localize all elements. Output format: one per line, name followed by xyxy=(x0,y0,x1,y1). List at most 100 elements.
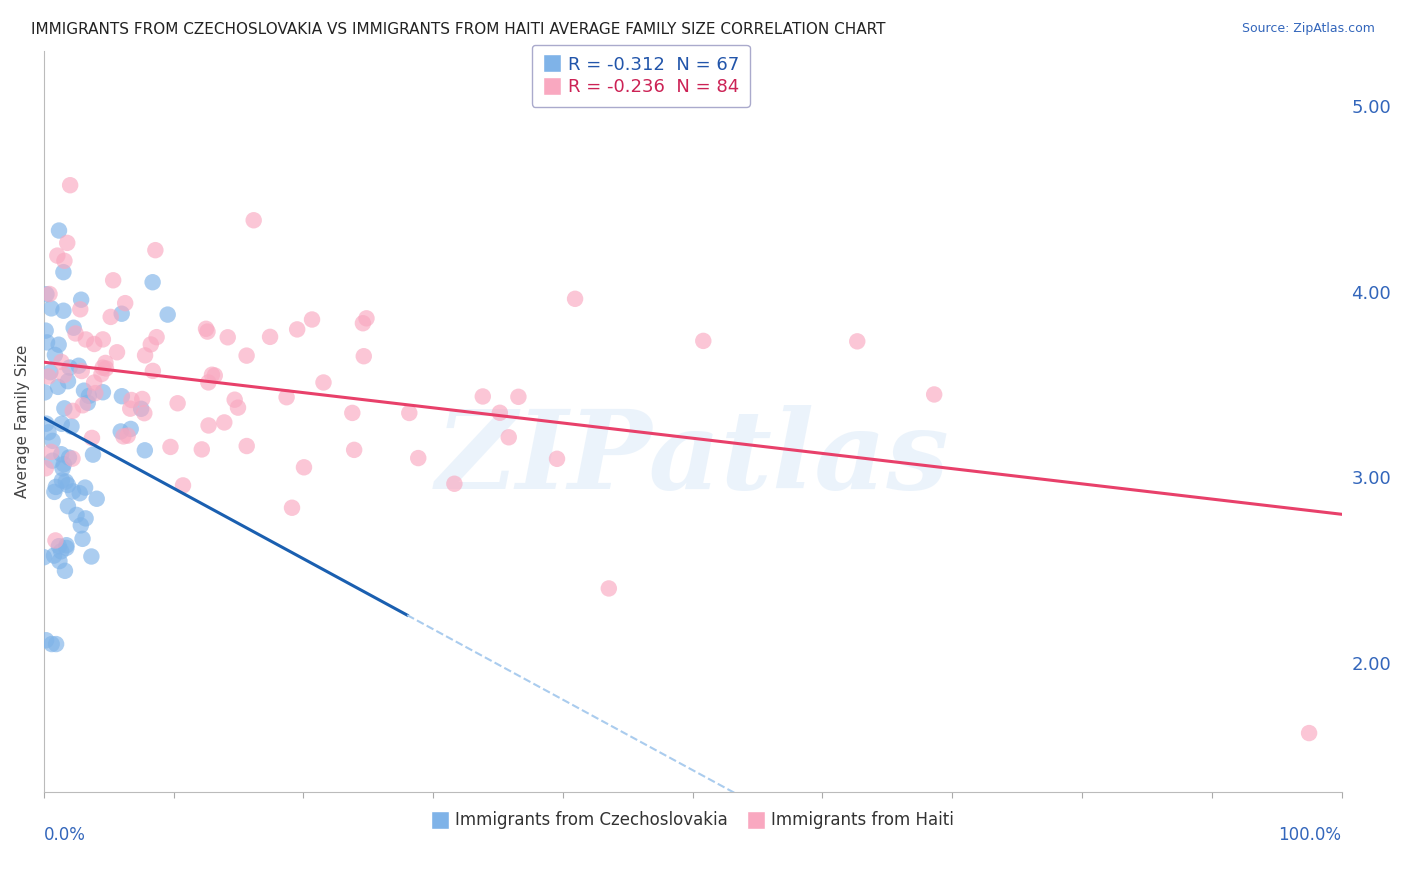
Point xyxy=(112,429,135,443)
Point xyxy=(38,287,60,301)
Point xyxy=(52,461,75,475)
Point xyxy=(204,368,226,383)
Point xyxy=(69,518,91,533)
Point xyxy=(197,325,219,339)
Point xyxy=(226,401,249,415)
Point xyxy=(353,349,375,363)
Point xyxy=(352,316,374,330)
Point xyxy=(114,296,136,310)
Point xyxy=(692,334,714,348)
Point xyxy=(292,460,315,475)
Point xyxy=(143,243,166,257)
Point xyxy=(60,419,83,434)
Point xyxy=(53,368,76,382)
Point xyxy=(166,396,188,410)
Point xyxy=(488,406,510,420)
Point xyxy=(142,275,165,289)
Point xyxy=(301,312,323,326)
Point xyxy=(191,442,214,457)
Point xyxy=(159,440,181,454)
Point xyxy=(69,302,91,317)
Point xyxy=(134,348,156,362)
Point xyxy=(105,345,128,359)
Point xyxy=(70,293,93,307)
Point xyxy=(195,322,218,336)
Point xyxy=(101,273,124,287)
Point xyxy=(197,376,219,390)
Text: 0.0%: 0.0% xyxy=(44,826,86,844)
Point xyxy=(55,541,77,555)
Point xyxy=(75,511,97,525)
Y-axis label: Average Family Size: Average Family Size xyxy=(15,345,30,499)
Point xyxy=(39,445,62,459)
Point xyxy=(94,356,117,370)
Point xyxy=(51,447,73,461)
Point xyxy=(94,361,117,376)
Point xyxy=(110,425,132,439)
Point xyxy=(312,376,335,390)
Point xyxy=(55,538,77,552)
Point xyxy=(285,322,308,336)
Point xyxy=(1298,726,1320,740)
Point xyxy=(72,398,94,412)
Point xyxy=(41,434,63,448)
Point xyxy=(34,324,56,338)
Point xyxy=(41,301,63,316)
Point xyxy=(80,549,103,564)
Point xyxy=(44,484,66,499)
Point xyxy=(51,544,73,558)
Point xyxy=(111,307,134,321)
Point xyxy=(100,310,122,324)
Point xyxy=(214,416,236,430)
Point xyxy=(75,333,97,347)
Point xyxy=(83,337,105,351)
Point xyxy=(65,326,87,341)
Point xyxy=(53,564,76,578)
Point xyxy=(48,554,70,568)
Point xyxy=(846,334,869,349)
Point xyxy=(35,633,58,648)
Point xyxy=(62,484,84,499)
Point xyxy=(145,330,167,344)
Point xyxy=(59,178,82,193)
Point xyxy=(91,332,114,346)
Point xyxy=(197,418,219,433)
Point xyxy=(62,320,84,334)
Point xyxy=(120,422,142,436)
Point xyxy=(35,417,58,431)
Point xyxy=(55,475,77,489)
Point xyxy=(35,461,58,475)
Point xyxy=(498,430,520,444)
Point xyxy=(90,367,112,381)
Point xyxy=(91,385,114,400)
Point xyxy=(51,474,73,488)
Point xyxy=(48,223,70,237)
Point xyxy=(67,359,90,373)
Point xyxy=(72,532,94,546)
Point xyxy=(32,550,55,565)
Point xyxy=(58,450,80,465)
Point xyxy=(471,389,494,403)
Point xyxy=(134,443,156,458)
Point xyxy=(37,369,59,384)
Point xyxy=(91,360,114,375)
Point xyxy=(51,417,73,431)
Point xyxy=(52,303,75,318)
Point xyxy=(44,348,66,362)
Point xyxy=(51,355,73,369)
Point xyxy=(156,308,179,322)
Point xyxy=(217,330,239,344)
Point xyxy=(276,390,298,404)
Point xyxy=(172,478,194,492)
Point xyxy=(76,396,98,410)
Point xyxy=(56,478,79,492)
Point xyxy=(242,213,264,227)
Text: Source: ZipAtlas.com: Source: ZipAtlas.com xyxy=(1241,22,1375,36)
Point xyxy=(398,406,420,420)
Point xyxy=(65,508,87,522)
Point xyxy=(46,249,69,263)
Point xyxy=(44,533,66,548)
Point xyxy=(121,392,143,407)
Point xyxy=(75,481,97,495)
Point xyxy=(52,265,75,279)
